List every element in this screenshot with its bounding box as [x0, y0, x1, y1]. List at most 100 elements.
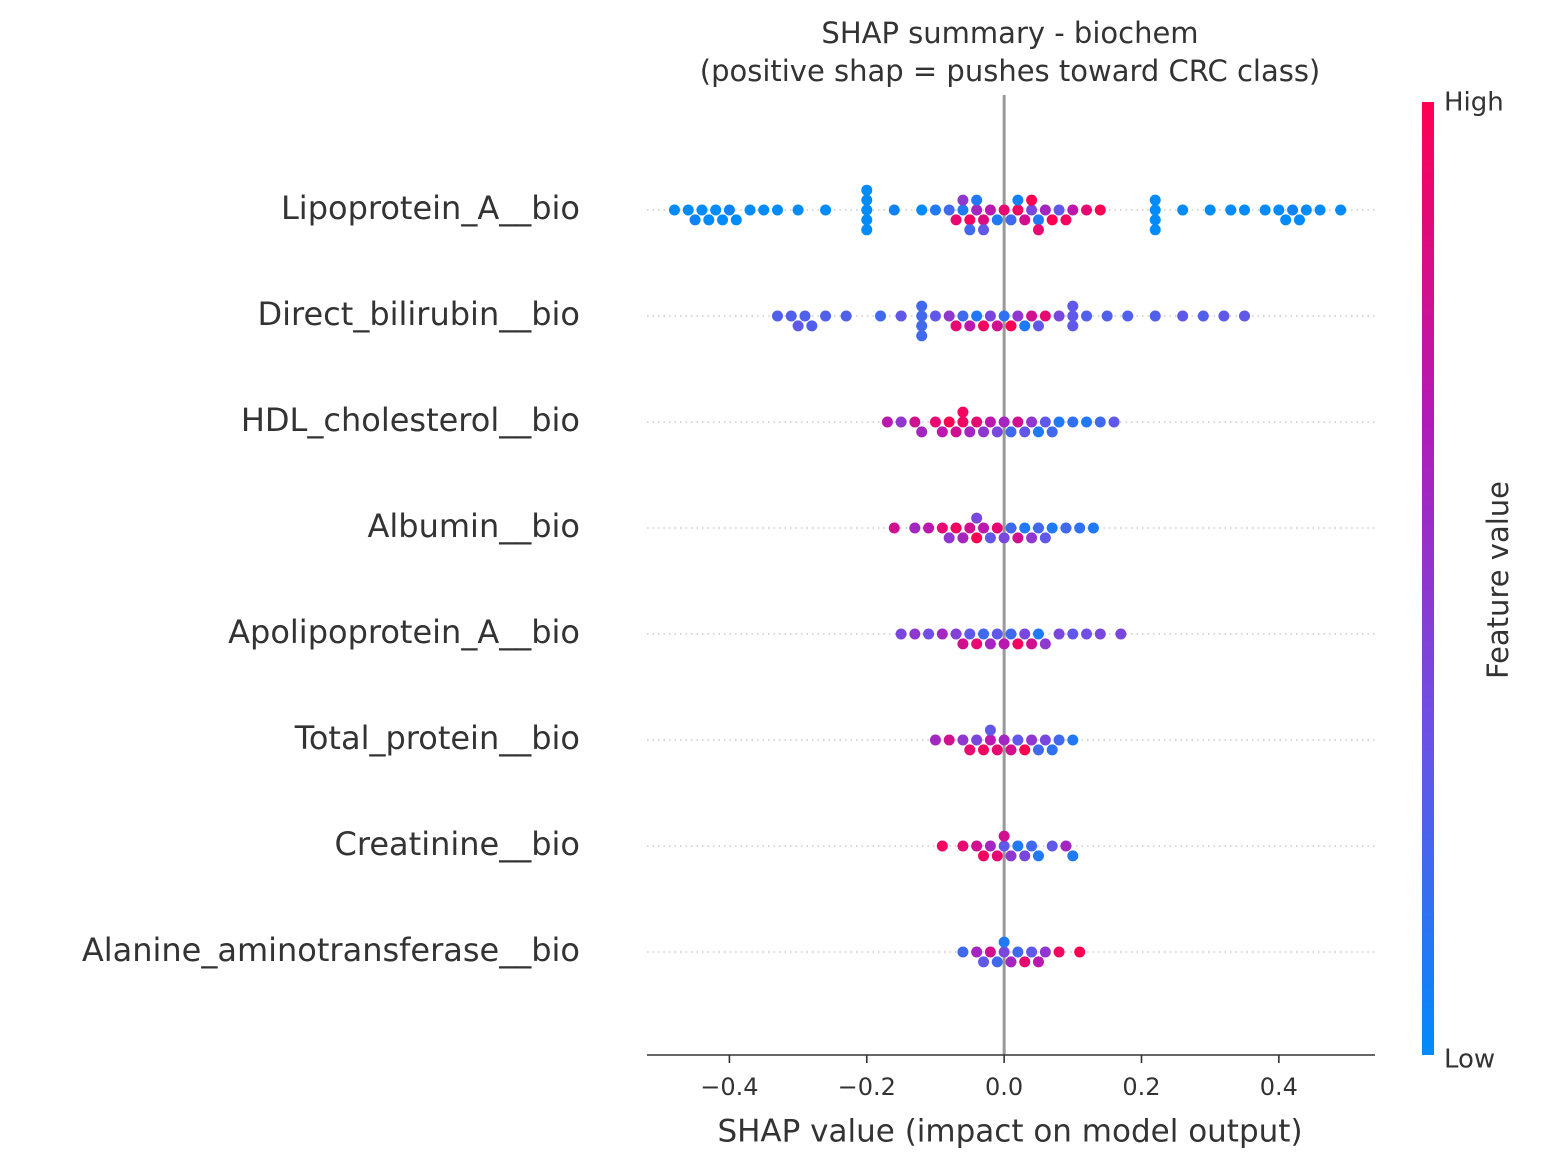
dot	[964, 224, 976, 236]
dot	[978, 744, 990, 756]
dot	[1074, 522, 1086, 534]
dot	[957, 204, 969, 216]
dot	[1012, 532, 1024, 544]
dot	[1012, 638, 1024, 650]
dot	[1046, 214, 1058, 226]
dot	[984, 734, 996, 746]
dot	[964, 744, 976, 756]
dot	[971, 416, 983, 428]
dot	[984, 638, 996, 650]
dot	[1177, 204, 1189, 216]
dot	[1053, 734, 1065, 746]
dot	[1177, 310, 1189, 322]
dot	[840, 310, 852, 322]
dot	[978, 426, 990, 438]
dot	[1122, 310, 1134, 322]
dot	[936, 628, 948, 640]
dot	[1053, 204, 1065, 216]
dot	[861, 184, 873, 196]
dot	[1273, 204, 1285, 216]
dot	[861, 204, 873, 216]
dot	[888, 522, 900, 534]
dot	[991, 214, 1003, 226]
dot	[1019, 522, 1031, 534]
dot	[971, 734, 983, 746]
dot	[1032, 214, 1044, 226]
dot	[978, 956, 990, 968]
dot	[1019, 426, 1031, 438]
dot	[895, 628, 907, 640]
dot	[1053, 628, 1065, 640]
dot	[1039, 204, 1051, 216]
dot	[881, 416, 893, 428]
dot	[682, 204, 694, 216]
x-tick-label: −0.2	[838, 1073, 896, 1101]
dot	[1039, 946, 1051, 958]
dot	[943, 416, 955, 428]
dot	[744, 204, 756, 216]
dot	[820, 204, 832, 216]
dot	[1019, 628, 1031, 640]
dot	[957, 638, 969, 650]
dot	[1115, 628, 1127, 640]
dot	[978, 522, 990, 534]
dot	[1005, 956, 1017, 968]
feature-label: Lipoprotein_A__bio	[281, 189, 580, 227]
dot	[1225, 204, 1237, 216]
x-tick-label: 0.2	[1122, 1073, 1160, 1101]
dot	[909, 628, 921, 640]
dot	[991, 628, 1003, 640]
dot	[717, 214, 729, 226]
dot	[1280, 214, 1292, 226]
dot	[1012, 204, 1024, 216]
dot	[1197, 310, 1209, 322]
dot	[758, 204, 770, 216]
dot	[978, 320, 990, 332]
dot	[964, 320, 976, 332]
dot	[820, 310, 832, 322]
dot	[1019, 214, 1031, 226]
dot	[1101, 310, 1113, 322]
dot	[1019, 320, 1031, 332]
dot	[1012, 194, 1024, 206]
dot	[861, 224, 873, 236]
dot	[957, 194, 969, 206]
dot	[1060, 840, 1072, 852]
dot	[957, 840, 969, 852]
dot	[1012, 416, 1024, 428]
dot	[1046, 840, 1058, 852]
dot	[799, 310, 811, 322]
dot	[1094, 416, 1106, 428]
dot	[984, 724, 996, 736]
feature-label: Apolipoprotein_A__bio	[228, 613, 580, 651]
dot	[998, 532, 1010, 544]
feature-label: Direct_bilirubin__bio	[258, 295, 581, 333]
dot	[895, 416, 907, 428]
dot	[703, 214, 715, 226]
dot	[1046, 522, 1058, 534]
dot	[1053, 310, 1065, 322]
dot	[1039, 532, 1051, 544]
dot	[861, 214, 873, 226]
dot	[1108, 416, 1120, 428]
dot	[1026, 638, 1038, 650]
dot	[998, 734, 1010, 746]
dot	[1149, 224, 1161, 236]
dot	[916, 310, 928, 322]
dot	[1046, 426, 1058, 438]
feature-label: Creatinine__bio	[335, 825, 580, 863]
dot	[1032, 426, 1044, 438]
dot	[998, 936, 1010, 948]
dot	[1300, 204, 1312, 216]
feature-label: Total_protein__bio	[294, 719, 580, 757]
dot	[792, 320, 804, 332]
dot	[950, 214, 962, 226]
dot	[964, 214, 976, 226]
dot	[1032, 956, 1044, 968]
dot	[1074, 946, 1086, 958]
dot	[723, 204, 735, 216]
dot	[1019, 744, 1031, 756]
dot	[1005, 320, 1017, 332]
dot	[971, 310, 983, 322]
x-tick-label: 0.0	[985, 1073, 1023, 1101]
